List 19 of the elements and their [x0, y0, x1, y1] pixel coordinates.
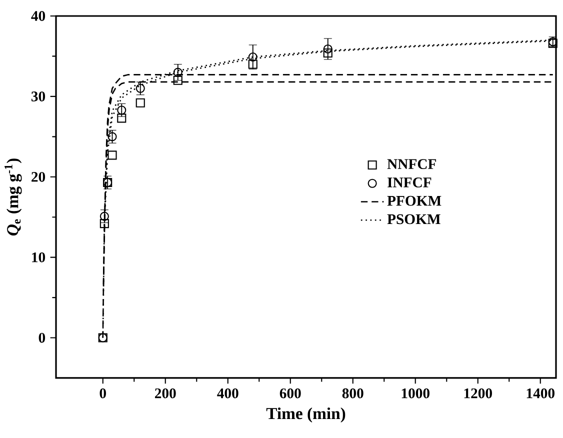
legend-label: INFCF: [388, 178, 432, 188]
y-tick-label: 10: [32, 252, 46, 262]
x-tick-label: 600: [280, 388, 301, 398]
x-axis-title: Time (min): [266, 407, 346, 423]
x-tick-label: 0: [100, 388, 106, 398]
y-axis-title: Q$_{e}$ (mg g$^{-1}$): [4, 158, 22, 236]
y-tick-label: 30: [31, 91, 46, 102]
x-tick-label: 800: [342, 388, 364, 398]
legend-label: PSOKM: [387, 214, 440, 224]
x-tick-label: 1200: [464, 388, 492, 398]
y-tick-label: 20: [32, 172, 46, 182]
legend-label: PFOKM: [387, 196, 442, 206]
x-tick-label: 200: [154, 388, 176, 398]
legend-label: NNFCF: [387, 159, 436, 170]
x-tick-label: 1400: [526, 388, 554, 398]
x-tick-label: 1000: [402, 388, 430, 398]
y-tick-label: 40: [31, 11, 46, 21]
y-tick-label: 0: [38, 332, 46, 343]
x-tick-label: 400: [217, 388, 238, 398]
